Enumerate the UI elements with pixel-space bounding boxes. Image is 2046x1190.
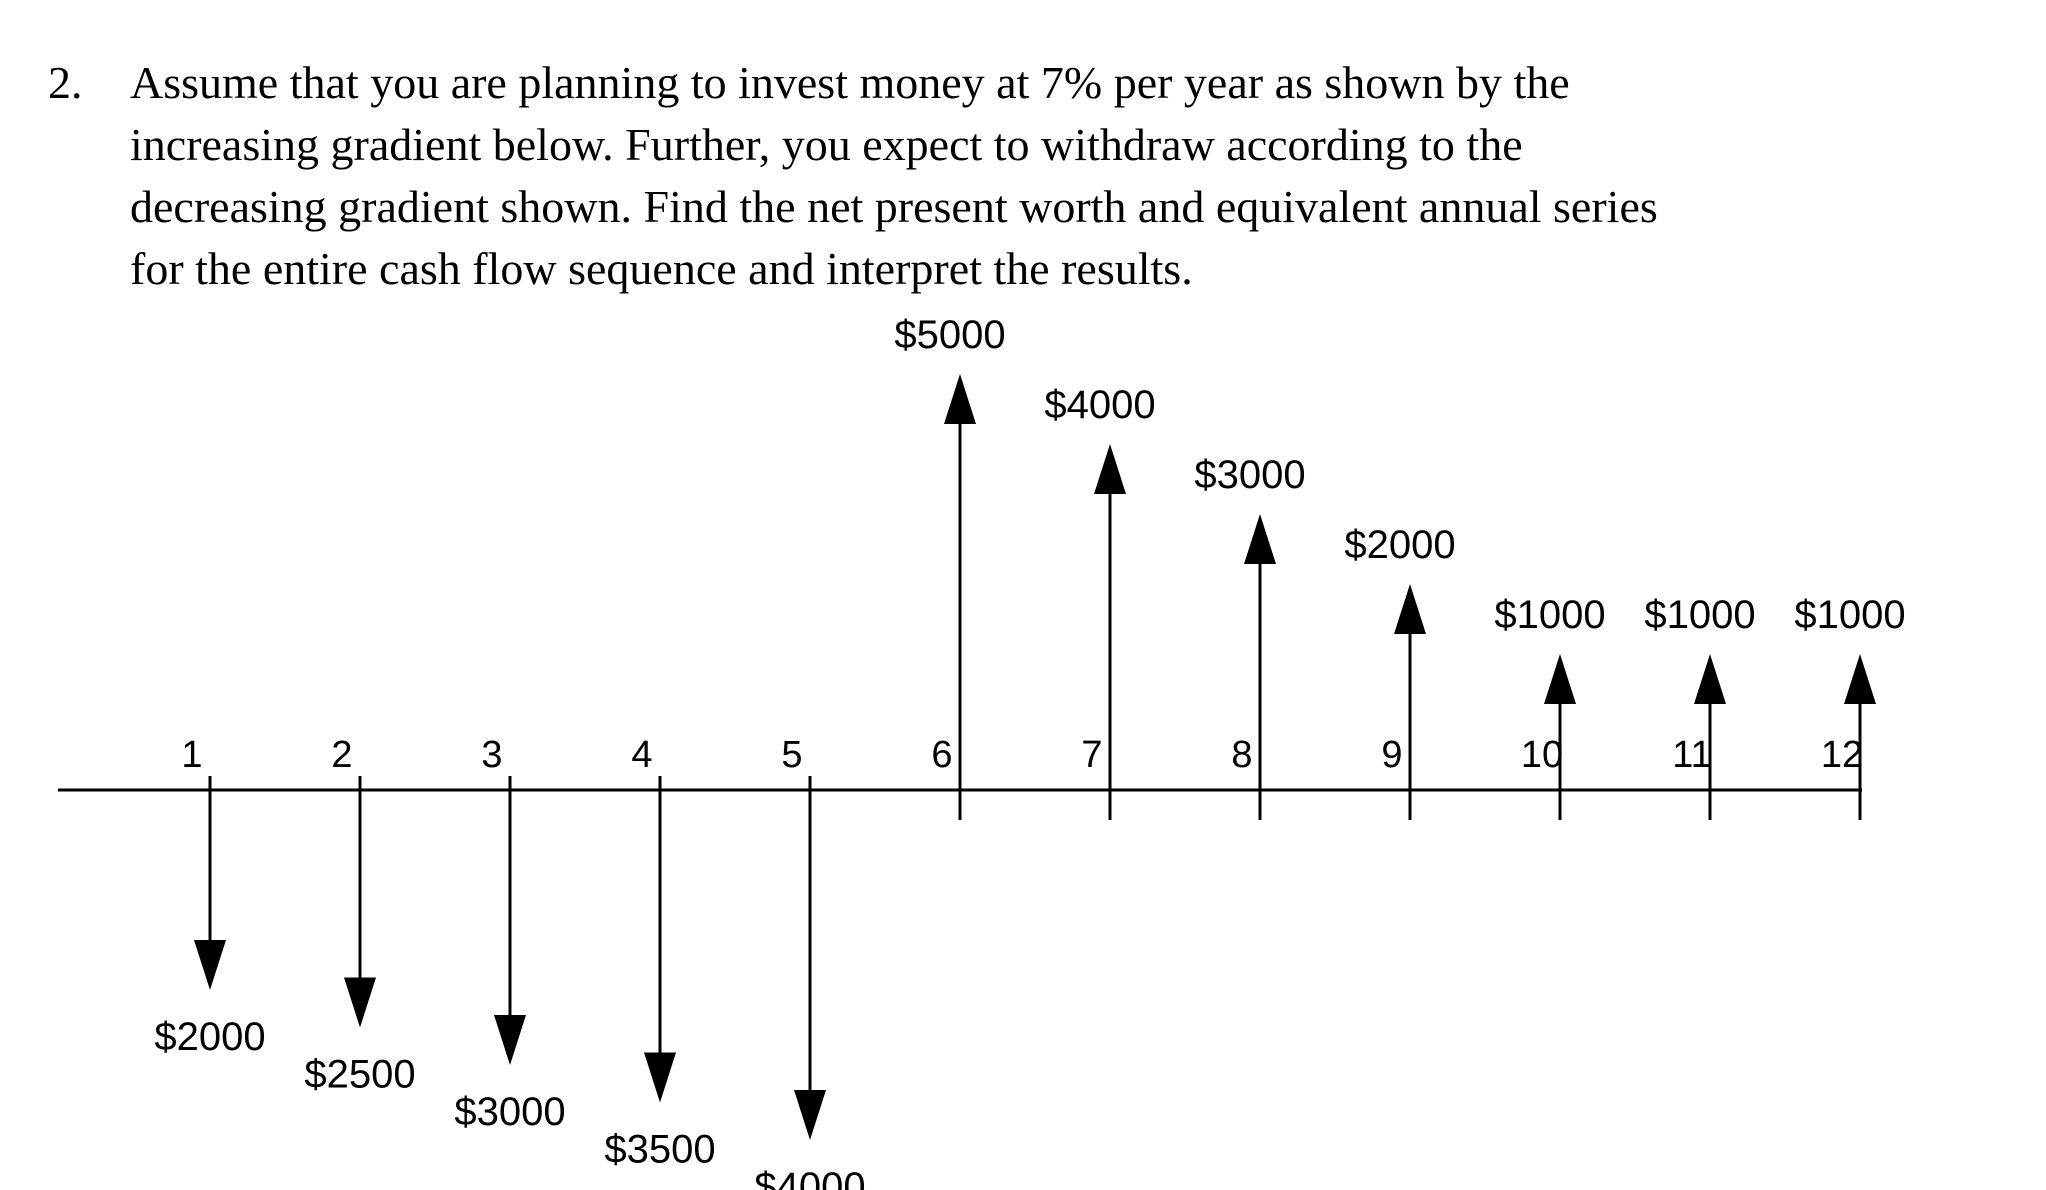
period-label-12: 12: [1821, 734, 1863, 776]
period-label-10: 10: [1521, 734, 1563, 776]
period-label-1: 1: [181, 734, 202, 776]
problem-line-1: Assume that you are planning to invest m…: [130, 57, 1570, 108]
period-label-7: 7: [1081, 734, 1102, 776]
period-label-6: 6: [931, 734, 952, 776]
outflow-label-3: $3000: [454, 1090, 565, 1134]
period-label-11: 11: [1672, 734, 1711, 776]
inflow-arrowhead-6: [944, 374, 976, 424]
period-label-8: 8: [1231, 734, 1252, 776]
inflow-label-7: $4000: [1044, 383, 1155, 427]
outflow-label-1: $2000: [154, 1015, 265, 1059]
inflow-label-6: $5000: [894, 313, 1005, 357]
outflow-arrowhead-2: [344, 977, 376, 1028]
outflow-label-5: $4000: [754, 1165, 865, 1190]
inflow-arrowhead-11: [1694, 654, 1726, 704]
outflow-arrowhead-5: [794, 1090, 826, 1140]
problem-statement: 2. Assume that you are planning to inves…: [48, 52, 1998, 300]
problem-line-2: increasing gradient below. Further, you …: [130, 119, 1523, 170]
inflow-label-12: $1000: [1794, 593, 1905, 637]
inflow-arrowhead-7: [1094, 444, 1126, 494]
problem-line-4: for the entire cash flow sequence and in…: [130, 243, 1193, 294]
inflow-label-10: $1000: [1494, 593, 1605, 637]
period-label-4: 4: [631, 734, 652, 776]
inflow-label-11: $1000: [1644, 593, 1755, 637]
problem-number: 2.: [48, 57, 83, 108]
outflow-arrowhead-3: [494, 1015, 526, 1065]
period-label-3: 3: [481, 734, 502, 776]
outflow-arrowhead-1: [194, 940, 226, 990]
inflow-label-8: $3000: [1194, 453, 1305, 497]
outflow-label-2: $2500: [304, 1053, 415, 1097]
problem-line-3: decreasing gradient shown. Find the net …: [130, 181, 1658, 232]
inflow-arrowhead-12: [1844, 654, 1876, 704]
inflow-arrowhead-9: [1394, 584, 1426, 634]
inflow-arrowhead-8: [1244, 514, 1276, 564]
period-label-2: 2: [331, 734, 352, 776]
period-label-5: 5: [781, 734, 802, 776]
period-label-9: 9: [1381, 734, 1402, 776]
outflow-arrowhead-4: [644, 1052, 676, 1103]
outflow-label-4: $3500: [604, 1128, 715, 1172]
inflow-arrowhead-10: [1544, 654, 1576, 704]
inflow-label-9: $2000: [1344, 523, 1455, 567]
